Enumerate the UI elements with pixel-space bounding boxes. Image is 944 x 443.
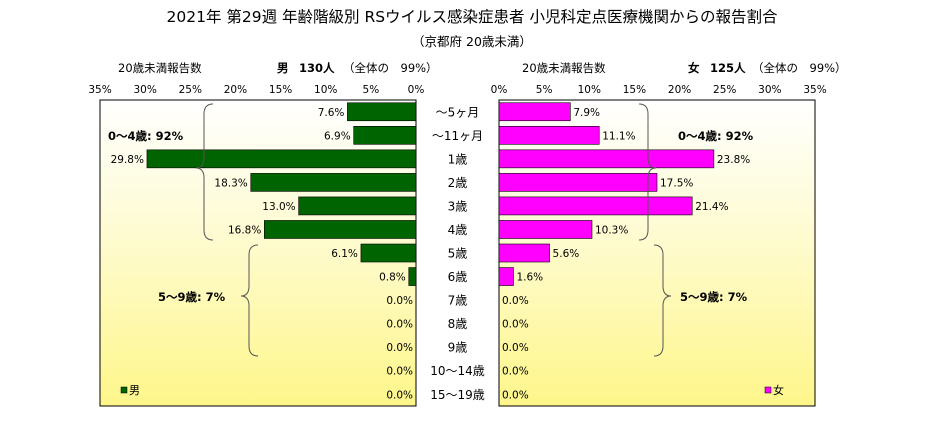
female-bar bbox=[498, 149, 715, 169]
category-label: 4歳 bbox=[448, 223, 468, 237]
chart-title: 2021年 第29週 年齢階級別 RSウイルス感染症患者 小児科定点医療機関から… bbox=[166, 8, 778, 26]
female-brace-0-4 bbox=[638, 103, 657, 241]
female-count-label: 20歳未満報告数 bbox=[522, 61, 606, 75]
category-label: 9歳 bbox=[448, 341, 468, 355]
male-data-label: 29.8% bbox=[111, 154, 144, 166]
male-legend-swatch bbox=[120, 386, 128, 394]
category-label: 1歳 bbox=[448, 152, 468, 166]
female-bar bbox=[498, 173, 658, 192]
female-data-label: 1.6% bbox=[516, 272, 543, 284]
male-data-label: 0.8% bbox=[379, 272, 406, 284]
female-data-label: 5.6% bbox=[553, 248, 580, 260]
female-bar bbox=[498, 220, 593, 239]
female-axis-tick: 0% bbox=[490, 84, 508, 96]
category-label: 6歳 bbox=[448, 270, 468, 284]
category-label: 7歳 bbox=[448, 294, 468, 308]
female-count-value: 125人 bbox=[710, 61, 746, 75]
male-group-label-5-9: 5～9歳: 7% bbox=[158, 290, 226, 304]
male-bar bbox=[353, 126, 417, 145]
female-data-label: 7.9% bbox=[573, 107, 600, 119]
male-data-label: 13.0% bbox=[262, 201, 295, 213]
female-legend-label: 女 bbox=[773, 383, 784, 397]
male-axis-tick: 20% bbox=[223, 84, 248, 96]
male-axis-tick: 5% bbox=[362, 84, 380, 96]
female-axis-tick: 5% bbox=[535, 84, 553, 96]
female-data-label: 0.0% bbox=[502, 366, 529, 378]
male-data-label: 18.3% bbox=[214, 177, 247, 189]
category-label: 15～19歳 bbox=[430, 388, 485, 402]
male-axis-tick: 15% bbox=[268, 84, 293, 96]
category-label: 3歳 bbox=[448, 199, 468, 213]
male-data-label: 0.0% bbox=[386, 342, 413, 354]
female-data-label: 0.0% bbox=[502, 295, 529, 307]
female-data-label: 0.0% bbox=[502, 342, 529, 354]
category-label: ～11ヶ月 bbox=[432, 129, 483, 143]
male-ratio-label: （全体の 99%） bbox=[343, 61, 438, 75]
category-label: 10～14歳 bbox=[430, 364, 485, 378]
male-bar bbox=[347, 102, 417, 122]
category-label: 8歳 bbox=[448, 317, 468, 331]
male-axis-tick: 30% bbox=[133, 84, 157, 96]
male-data-label: 0.0% bbox=[386, 295, 413, 307]
male-data-label: 0.0% bbox=[386, 319, 413, 331]
female-legend-swatch bbox=[764, 386, 772, 394]
female-bar bbox=[498, 126, 600, 145]
female-bar bbox=[498, 243, 550, 263]
male-bar bbox=[298, 196, 417, 216]
male-count-value: 130人 bbox=[299, 61, 335, 75]
male-bar bbox=[408, 267, 417, 286]
category-label: 2歳 bbox=[448, 176, 468, 190]
male-brace-0-4 bbox=[195, 103, 214, 241]
male-bar bbox=[250, 173, 417, 192]
female-brace-5-9 bbox=[653, 244, 672, 357]
female-ratio-label: （全体の 99%） bbox=[752, 61, 847, 75]
male-brace-5-9 bbox=[240, 244, 259, 357]
female-axis-tick: 25% bbox=[713, 84, 737, 96]
male-axis-tick: 35% bbox=[88, 84, 112, 96]
male-data-label: 7.6% bbox=[318, 107, 345, 119]
category-label: 5歳 bbox=[448, 247, 468, 261]
female-group-label-5-9: 5～9歳: 7% bbox=[680, 290, 748, 304]
female-data-label: 23.8% bbox=[717, 154, 750, 166]
male-data-label: 0.0% bbox=[386, 366, 413, 378]
female-data-label: 11.1% bbox=[602, 130, 635, 142]
male-count-label: 20歳未満報告数 bbox=[118, 61, 202, 75]
male-data-label: 6.1% bbox=[331, 248, 358, 260]
male-data-label: 16.8% bbox=[228, 224, 261, 236]
male-data-label: 0.0% bbox=[386, 389, 413, 401]
female-bar bbox=[498, 267, 514, 286]
male-axis-tick: 0% bbox=[407, 84, 425, 96]
female-axis-tick: 10% bbox=[577, 84, 601, 96]
male-sex-label: 男 bbox=[277, 61, 289, 75]
female-axis-tick: 35% bbox=[803, 84, 827, 96]
male-legend-label: 男 bbox=[129, 384, 140, 397]
female-data-label: 21.4% bbox=[695, 201, 728, 213]
male-axis-tick: 25% bbox=[178, 84, 202, 96]
male-data-label: 6.9% bbox=[324, 130, 351, 142]
male-group-label-0-4: 0～4歳: 92% bbox=[108, 129, 184, 143]
female-group-label-0-4: 0～4歳: 92% bbox=[678, 129, 754, 143]
female-axis-tick: 15% bbox=[622, 84, 647, 96]
female-sex-label: 女 bbox=[688, 61, 700, 75]
category-label: ～5ヶ月 bbox=[436, 105, 480, 119]
male-bar bbox=[264, 220, 417, 239]
female-bar bbox=[498, 102, 571, 122]
female-data-label: 10.3% bbox=[595, 224, 628, 236]
male-axis-tick: 10% bbox=[314, 84, 338, 96]
female-data-label: 17.5% bbox=[660, 177, 693, 189]
female-bar bbox=[498, 196, 693, 216]
male-bar bbox=[146, 149, 417, 169]
female-axis-tick: 20% bbox=[667, 84, 692, 96]
female-data-label: 0.0% bbox=[502, 319, 529, 331]
male-bar bbox=[360, 243, 417, 263]
female-data-label: 0.0% bbox=[502, 389, 529, 401]
chart-subtitle: （京都府 20歳未満） bbox=[412, 34, 532, 49]
female-axis-tick: 30% bbox=[758, 84, 782, 96]
